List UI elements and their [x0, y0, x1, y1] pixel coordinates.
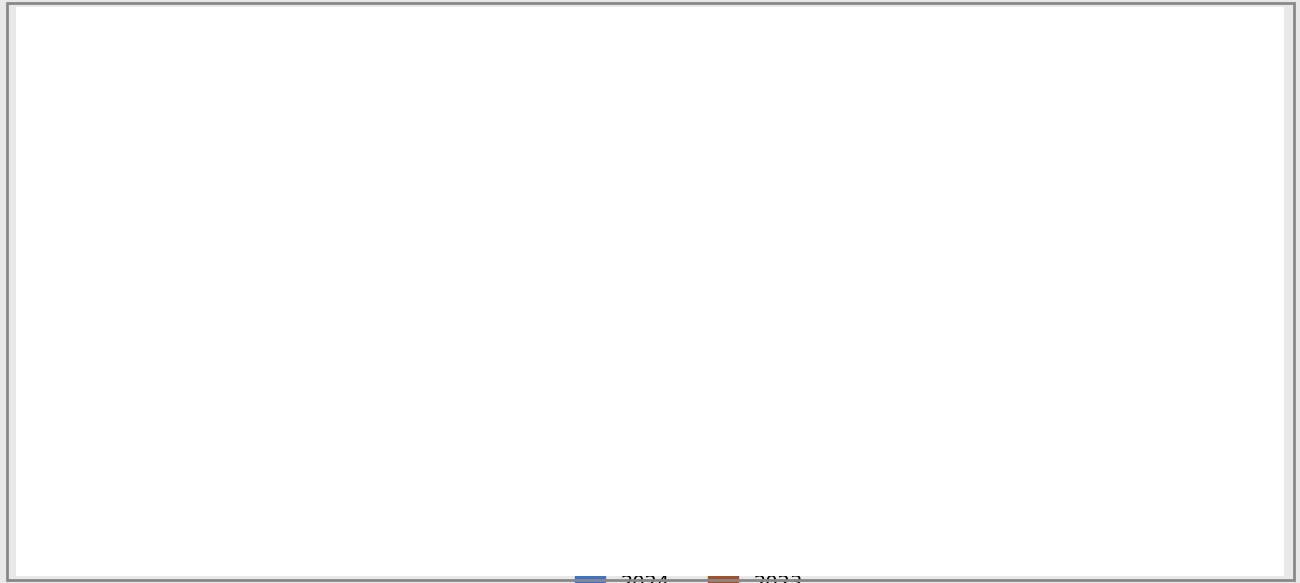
- Text: 79.4: 79.4: [1160, 326, 1204, 344]
- Bar: [1062, 363, 1141, 513]
- Bar: [836, 302, 915, 513]
- Text: 72.6: 72.6: [1080, 340, 1124, 359]
- Text: 106.9: 106.9: [927, 269, 983, 287]
- Text: 103.0: 103.0: [168, 278, 225, 296]
- Title: February Housing Affordability: February Housing Affordability: [446, 29, 932, 57]
- Bar: [463, 270, 542, 513]
- Bar: [915, 293, 994, 513]
- Text: 102.5: 102.5: [848, 279, 903, 297]
- Legend: 2024, 2023: 2024, 2023: [568, 565, 810, 583]
- Text: 139.5: 139.5: [621, 202, 677, 220]
- Bar: [157, 301, 237, 513]
- Bar: [689, 205, 768, 513]
- Text: 109.3: 109.3: [247, 265, 304, 283]
- Bar: [610, 226, 689, 513]
- Text: 149.5: 149.5: [701, 182, 757, 200]
- Text: 104.5: 104.5: [395, 275, 451, 293]
- Bar: [1141, 349, 1221, 513]
- Bar: [237, 288, 316, 513]
- Text: 118.0: 118.0: [473, 247, 530, 265]
- Bar: [384, 298, 463, 513]
